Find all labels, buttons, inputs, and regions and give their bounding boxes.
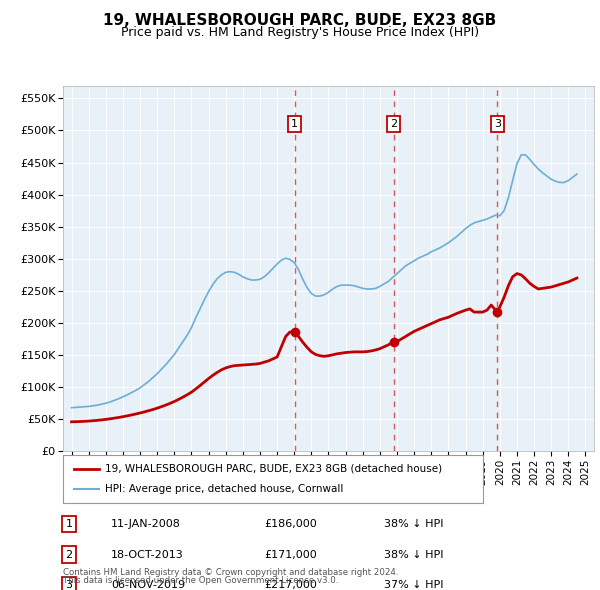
Text: 37% ↓ HPI: 37% ↓ HPI xyxy=(384,581,443,590)
Text: 19, WHALESBOROUGH PARC, BUDE, EX23 8GB (detached house): 19, WHALESBOROUGH PARC, BUDE, EX23 8GB (… xyxy=(105,464,442,474)
Text: Price paid vs. HM Land Registry's House Price Index (HPI): Price paid vs. HM Land Registry's House … xyxy=(121,26,479,39)
Text: Contains HM Land Registry data © Crown copyright and database right 2024.: Contains HM Land Registry data © Crown c… xyxy=(63,568,398,577)
Text: 19, WHALESBOROUGH PARC, BUDE, EX23 8GB: 19, WHALESBOROUGH PARC, BUDE, EX23 8GB xyxy=(103,13,497,28)
Text: 1: 1 xyxy=(65,519,73,529)
Text: 06-NOV-2019: 06-NOV-2019 xyxy=(111,581,185,590)
Text: HPI: Average price, detached house, Cornwall: HPI: Average price, detached house, Corn… xyxy=(105,484,343,494)
Text: £217,000: £217,000 xyxy=(264,581,317,590)
Text: 1: 1 xyxy=(291,119,298,129)
Text: 3: 3 xyxy=(494,119,501,129)
Text: 11-JAN-2008: 11-JAN-2008 xyxy=(111,519,181,529)
Text: 38% ↓ HPI: 38% ↓ HPI xyxy=(384,550,443,559)
Text: 3: 3 xyxy=(65,581,73,590)
Text: 2: 2 xyxy=(390,119,397,129)
Text: £171,000: £171,000 xyxy=(264,550,317,559)
Text: £186,000: £186,000 xyxy=(264,519,317,529)
Text: This data is licensed under the Open Government Licence v3.0.: This data is licensed under the Open Gov… xyxy=(63,576,338,585)
Text: 38% ↓ HPI: 38% ↓ HPI xyxy=(384,519,443,529)
Text: 2: 2 xyxy=(65,550,73,559)
Text: 18-OCT-2013: 18-OCT-2013 xyxy=(111,550,184,559)
